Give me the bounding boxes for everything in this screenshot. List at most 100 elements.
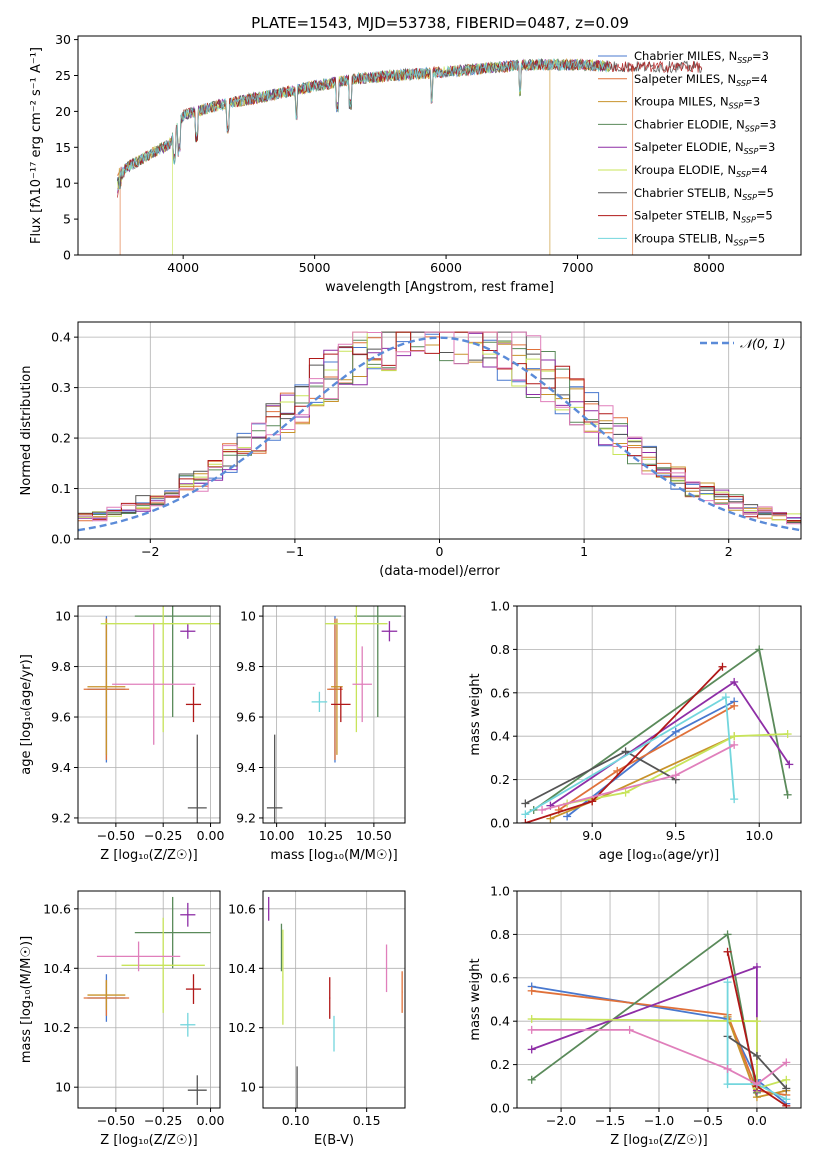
y-tick-label: 0 xyxy=(63,248,71,263)
y-tick-label: 10 xyxy=(240,609,256,624)
axes-frame: −0.50 −0.25 0.00 10 10.2 10.4 10.6 Z [log₁₀(Z/Z… xyxy=(19,890,225,1148)
plus-marker xyxy=(527,1045,536,1054)
plus-marker xyxy=(527,986,536,995)
y-tick-label: 30 xyxy=(55,32,71,47)
plot-area xyxy=(117,57,703,255)
errorbar-point xyxy=(134,896,211,969)
errorbar-point xyxy=(352,646,372,723)
plot-area xyxy=(83,896,211,1106)
axes-frame: −2.0 −1.5 −1.0 −0.5 0.0 0.0 0.2 0.4 0.6 0.8 1.0 Z [… xyxy=(468,884,802,1148)
plot-area xyxy=(78,331,801,532)
plus-marker xyxy=(730,701,739,710)
errorbar-point xyxy=(385,944,388,993)
plus-marker xyxy=(730,795,739,804)
y-tick-label: 0.3 xyxy=(51,380,71,395)
x-tick-label: 0.10 xyxy=(282,1113,310,1128)
errorbar-point xyxy=(180,902,196,927)
plot-area xyxy=(266,606,402,823)
y-tick-label: 5 xyxy=(63,212,71,227)
axes-frame: −0.50 −0.25 0.00 9.2 9.4 9.6 9.8 10 Z [log₁₀(Z/Z… xyxy=(19,605,224,863)
plus-marker xyxy=(785,760,794,769)
plus-marker xyxy=(755,645,764,654)
errorbar-point xyxy=(401,971,403,1013)
x-axis-label: Z [log₁₀(Z/Z☉)] xyxy=(100,848,197,863)
x-tick-label: 10.50 xyxy=(356,828,392,843)
axes-frame: −2 −1 0 1 2 0.0 0.1 0.2 0.3 0.4 (data-model)/error… xyxy=(19,321,802,579)
plus-marker xyxy=(671,727,680,736)
plus-marker xyxy=(621,747,630,756)
y-tick-label: 0.2 xyxy=(51,431,71,446)
plus-marker xyxy=(723,947,732,956)
y-tick-label: 9.8 xyxy=(236,659,256,674)
plus-marker xyxy=(521,810,530,819)
plus-marker xyxy=(730,677,739,686)
y-tick-label: 1.0 xyxy=(490,599,510,614)
errorbar-point xyxy=(282,929,284,1025)
x-tick-label: 0.00 xyxy=(197,1113,225,1128)
x-axis-label: wavelength [Angstrom, rest frame] xyxy=(325,280,554,295)
plus-marker xyxy=(521,819,530,823)
errorbar-point xyxy=(333,1015,335,1052)
weight-line-kroupa_stelib xyxy=(726,982,787,1101)
y-tick-label: 10 xyxy=(55,1080,71,1095)
plus-marker xyxy=(783,790,792,799)
plus-marker xyxy=(527,1025,536,1034)
x-tick-label: 0.0 xyxy=(747,1113,767,1128)
y-axis-label: mass [log₁₀(M/M☉)] xyxy=(19,936,34,1063)
axes-frame: 4000 5000 6000 7000 8000 0 5 10 15 20 25 30 waveleng… xyxy=(29,32,802,295)
errorbar-point xyxy=(311,691,328,712)
spectrum-line-salpeter_stelib xyxy=(117,58,703,198)
plus-marker xyxy=(621,788,630,797)
errorbar-point xyxy=(187,1075,207,1106)
errorbar-point xyxy=(331,618,343,755)
weight-line-salpeter_elodie xyxy=(531,965,758,1091)
plot-area xyxy=(83,606,220,823)
y-tick-label: 10.4 xyxy=(43,961,71,976)
plus-marker xyxy=(782,1084,791,1093)
panel-mass-vs-ebv: 0.10 0.15 10 10.2 10.4 10.6 E(B-V) xyxy=(228,890,406,1148)
plus-marker xyxy=(625,1025,634,1034)
legend-label: Salpeter MILES, NSSP=4 xyxy=(634,72,768,88)
x-tick-label: −1.5 xyxy=(595,1113,625,1128)
legend-label: Salpeter ELODIE, NSSP=3 xyxy=(634,140,775,156)
y-axis-label: Normed distribution xyxy=(19,366,34,496)
plus-marker xyxy=(527,1075,536,1084)
plus-marker xyxy=(752,1080,761,1089)
x-axis-label: age [log₁₀(age/yr)] xyxy=(599,848,720,863)
x-axis-label: Z [log₁₀(Z/Z☉)] xyxy=(610,1133,707,1148)
axes-frame: 10.00 10.25 10.50 9.2 9.4 9.6 9.8 10 mass [log₁₀… xyxy=(236,605,406,863)
errorbar-point xyxy=(185,974,202,1004)
plus-marker xyxy=(782,1058,791,1067)
legend-label: 𝒩(0, 1) xyxy=(740,336,786,351)
panel-residuals: −2 −1 0 1 2 0.0 0.1 0.2 0.3 0.4 (data-model)/error… xyxy=(19,321,802,579)
legend-label: Kroupa STELIB, NSSP=5 xyxy=(634,231,765,247)
x-tick-label: −0.50 xyxy=(97,828,135,843)
y-tick-label: 1.0 xyxy=(490,884,510,899)
errorbar-point xyxy=(112,623,196,745)
x-tick-label: −0.50 xyxy=(97,1113,135,1128)
errorbar-point xyxy=(268,896,270,921)
y-axis-label: Flux [fλ10⁻¹⁷ erg cm⁻² s⁻¹ A⁻¹] xyxy=(29,47,44,244)
plus-marker xyxy=(613,766,622,775)
x-axis-label: E(B-V) xyxy=(314,1133,354,1148)
y-tick-label: 10.6 xyxy=(228,901,256,916)
y-tick-label: 0.6 xyxy=(490,970,510,985)
y-tick-label: 9.4 xyxy=(51,760,71,775)
panel-age-vs-z: −0.50 −0.25 0.00 9.2 9.4 9.6 9.8 10 Z [log₁₀(Z/Z… xyxy=(19,605,224,863)
y-tick-label: 10 xyxy=(55,609,71,624)
x-tick-label: 10.00 xyxy=(259,828,295,843)
plus-marker xyxy=(723,930,732,939)
errorbar-point xyxy=(331,686,351,723)
x-tick-label: −1 xyxy=(286,544,304,559)
x-tick-label: −0.25 xyxy=(144,828,182,843)
spectrum-line-salpeter_miles xyxy=(117,58,634,255)
gaussian-curve xyxy=(78,336,801,532)
y-tick-label: 9.2 xyxy=(236,810,256,825)
x-axis-label: mass [log₁₀(M/M☉)] xyxy=(270,848,397,863)
plus-marker xyxy=(671,771,680,780)
plus-marker xyxy=(563,812,572,821)
y-tick-label: 10.2 xyxy=(43,1020,71,1035)
panel-weight-vs-age: 9.0 9.5 10.0 0.0 0.2 0.4 0.6 0.8 1.0 age [log₁₀(a… xyxy=(468,599,802,863)
plus-marker xyxy=(546,814,555,823)
